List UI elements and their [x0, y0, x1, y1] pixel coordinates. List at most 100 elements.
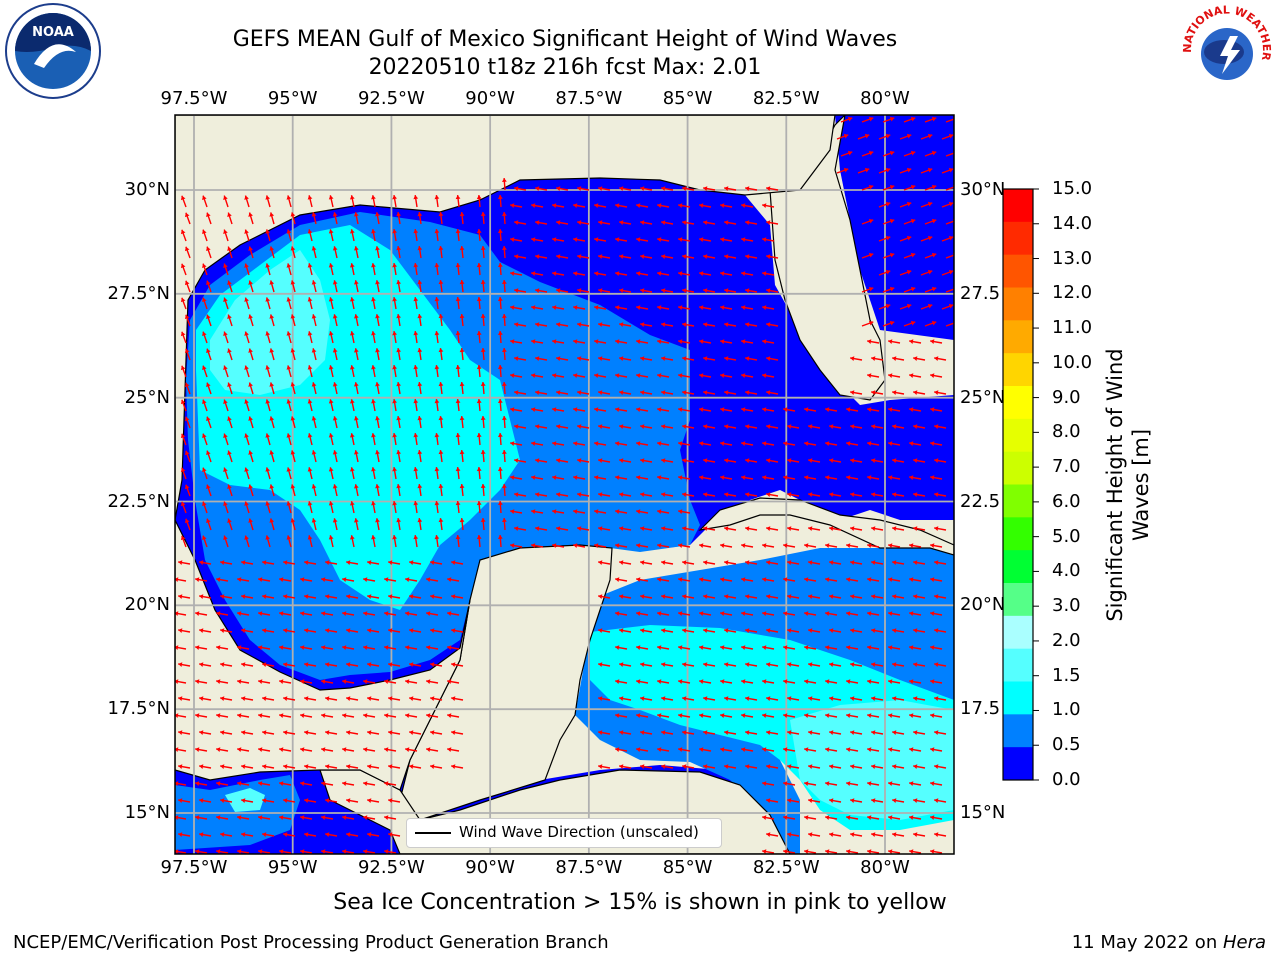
wave-arrow-head [910, 320, 916, 326]
wave-arrow-head [392, 229, 397, 234]
wave-arrow-head [438, 416, 444, 421]
wave-arrow-head [307, 331, 313, 336]
wave-arrow-head [510, 407, 515, 412]
wave-arrow-head [871, 832, 876, 837]
wave-arrow-head [636, 645, 641, 650]
wave-arrow-head [885, 235, 891, 241]
machine-name: Hera [1222, 932, 1266, 953]
wave-arrow-head [248, 314, 253, 319]
wave-arrow-head [510, 237, 515, 242]
wave-arrow-head [269, 212, 275, 217]
wave-arrow-head [405, 611, 410, 616]
wave-arrow-head [703, 322, 708, 327]
wave-arrow-head [636, 441, 641, 446]
wave-arrow-head [396, 484, 402, 489]
wave-arrow-head [804, 849, 809, 854]
wave-arrow-head [657, 713, 662, 718]
wave-arrow-head [405, 747, 410, 752]
wave-arrow-head [290, 416, 296, 421]
wave-arrow-head [199, 560, 204, 565]
wave-arrow-head [804, 781, 809, 786]
wave-arrow-head [244, 297, 249, 302]
wave-arrow-head [934, 662, 939, 667]
wave-arrow-head [434, 501, 440, 506]
wave-arrow-head [244, 263, 249, 268]
colorbar-frame [1002, 188, 1034, 781]
wave-arrow-head [885, 133, 891, 139]
wave-arrow-head [202, 433, 207, 439]
colorbar-segment [1003, 386, 1033, 420]
wave-arrow-head [346, 662, 351, 667]
wave-arrow-head [279, 815, 284, 820]
wave-arrow-head [766, 288, 771, 293]
wave-arrow-head [913, 696, 918, 701]
wave-arrow-head [745, 730, 750, 735]
tick-label: 22.5°N [107, 490, 170, 512]
wave-arrow-head [388, 594, 393, 599]
wave-arrow-head [829, 696, 834, 701]
wave-arrow-head [871, 526, 876, 531]
wave-arrow-head [741, 441, 746, 446]
wave-arrow-head [202, 263, 207, 269]
wave-arrow-head [195, 577, 200, 582]
wave-arrow-head [371, 501, 376, 506]
wave-arrow-head [619, 458, 624, 463]
wave-arrow-head [175, 849, 179, 854]
tick-label: 25°N [960, 386, 1006, 408]
wave-arrow-head [850, 832, 855, 837]
wave-arrow-head [657, 237, 662, 242]
wave-arrow-head [762, 373, 767, 378]
wave-arrow-head [223, 195, 228, 200]
wave-arrow-head [363, 781, 368, 786]
wave-arrow-head [868, 218, 874, 224]
wave-arrow-head [195, 815, 200, 820]
wave-arrow-head [657, 679, 662, 684]
wave-arrow-head [640, 526, 645, 531]
wave-arrow-head [180, 229, 186, 235]
wave-arrow-head [178, 560, 183, 565]
wave-arrow-head [409, 560, 414, 565]
wave-arrow-head [577, 526, 582, 531]
wave-arrow-head [556, 186, 561, 191]
wave-arrow-head [720, 237, 725, 242]
wave-arrow-head [804, 475, 809, 480]
wave-arrow-head [367, 696, 372, 701]
wave-arrow-head [948, 201, 954, 207]
wave-arrow-head [476, 399, 482, 404]
wave-arrow-head [413, 331, 419, 336]
wave-arrow-head [332, 246, 338, 251]
wave-arrow-head [180, 399, 186, 405]
wave-arrow [945, 254, 954, 259]
wave-arrow-head [459, 416, 465, 421]
wave-arrow-head [703, 424, 708, 429]
wave-arrow-head [342, 577, 347, 582]
wave-arrow-head [514, 424, 519, 429]
wave-arrow-head [636, 475, 641, 480]
wave-arrow-head [892, 696, 897, 701]
wave-arrow-head [829, 458, 834, 463]
wave-arrow-head [766, 832, 771, 837]
wave-arrow-head [307, 501, 313, 506]
wave-arrow-head [888, 475, 893, 480]
wave-arrow-head [413, 229, 419, 234]
wave-arrow-head [279, 611, 284, 616]
wave-arrow-head [396, 314, 402, 319]
wave-arrow-head [766, 696, 771, 701]
wave-arrow-head [615, 679, 620, 684]
wave-arrow-head [745, 594, 750, 599]
wave-arrow-head [577, 492, 582, 497]
wave-arrow-head [720, 543, 725, 548]
wave-arrow-head [346, 832, 351, 837]
wave-arrow-head [661, 492, 666, 497]
wave-arrow-head [227, 212, 232, 217]
wave-arrow-head [237, 815, 242, 820]
wave-arrow-head [223, 535, 228, 540]
wave-arrow-head [762, 339, 767, 344]
wave-arrow-head [913, 424, 918, 429]
wave-arrow-head [237, 781, 242, 786]
wave-arrow-head [598, 458, 603, 463]
wave-arrow-head [265, 501, 271, 506]
wave-arrow-head [682, 424, 687, 429]
wave-arrow-head [787, 730, 792, 735]
wave-arrow-head [762, 203, 767, 208]
